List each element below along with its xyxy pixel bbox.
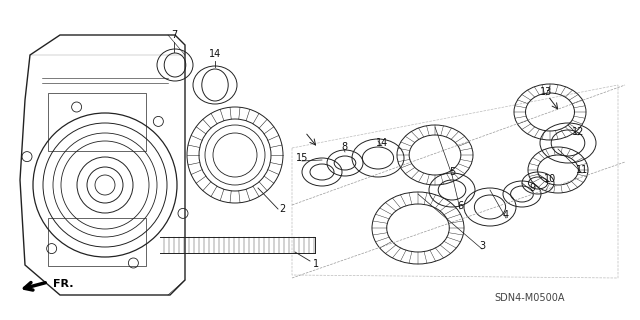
Text: 10: 10 <box>544 174 556 184</box>
Text: 6: 6 <box>457 201 463 211</box>
Text: 5: 5 <box>449 167 455 177</box>
Text: 1: 1 <box>313 259 319 269</box>
Text: FR.: FR. <box>53 279 74 289</box>
Text: 7: 7 <box>171 30 177 40</box>
Text: 4: 4 <box>503 210 509 220</box>
Text: 11: 11 <box>576 165 588 175</box>
Text: 9: 9 <box>529 183 535 193</box>
Text: 13: 13 <box>540 87 552 97</box>
Text: 12: 12 <box>572 127 584 137</box>
Text: SDN4-M0500A: SDN4-M0500A <box>495 293 565 303</box>
Bar <box>48 218 146 266</box>
Text: 8: 8 <box>341 142 347 152</box>
Text: 3: 3 <box>479 241 485 251</box>
Text: 14: 14 <box>376 138 388 148</box>
Bar <box>48 93 146 151</box>
Text: 2: 2 <box>279 204 285 214</box>
Text: 14: 14 <box>209 49 221 59</box>
Text: 15: 15 <box>296 153 308 163</box>
